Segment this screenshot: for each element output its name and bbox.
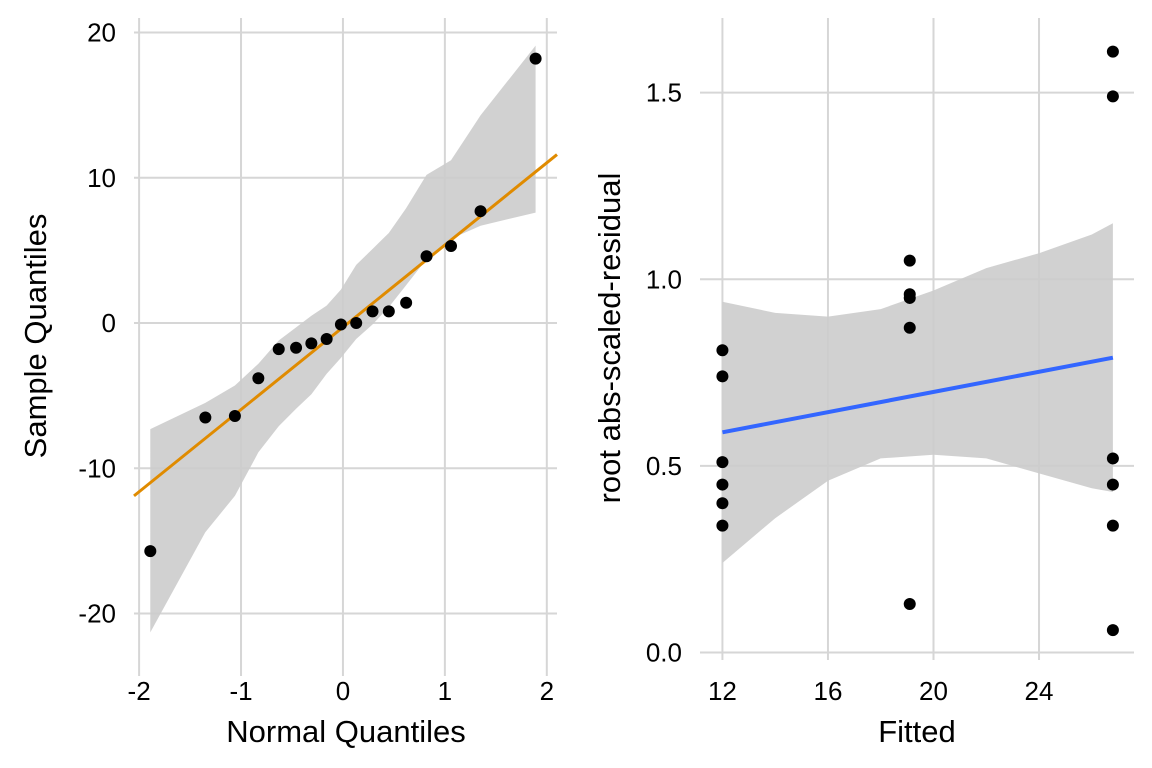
scale-location-point-16	[1106, 624, 1119, 637]
scale-location-x-axis-title: Fitted	[878, 714, 956, 749]
qq-y-axis-title: Sample Quantiles	[18, 214, 53, 459]
qq-x-axis-title: Normal Quantiles	[226, 714, 465, 749]
scale-location-point-0	[716, 344, 729, 357]
qq-y-tick-label-3: 10	[87, 163, 116, 193]
qq-point-2	[228, 409, 241, 422]
scale-location-panel: 12 16 20 24 0.0 0.5 1.0 1.5 Fitted root abs-sc…	[592, 18, 1134, 749]
qq-point-16	[529, 52, 542, 65]
scale-location-y-tick-label-0: 0.0	[646, 638, 682, 668]
scale-location-point-2	[716, 456, 729, 469]
scale-location-x-tick-label-1: 16	[813, 676, 842, 706]
qq-point-5	[290, 341, 303, 354]
scale-location-y-tick-label-2: 1.0	[646, 264, 682, 294]
qq-points	[144, 52, 542, 558]
scale-location-point-14	[1106, 478, 1119, 491]
qq-point-12	[400, 296, 413, 309]
qq-point-15	[474, 205, 487, 218]
qq-point-0	[144, 545, 157, 558]
qq-y-tick-labels: -20 -10 0 10 20	[78, 18, 116, 629]
scale-location-y-tick-label-1: 0.5	[646, 451, 682, 481]
qq-x-tick-label-0: -2	[128, 676, 151, 706]
scale-location-y-tick-labels: 0.0 0.5 1.0 1.5	[646, 78, 682, 668]
qq-x-tick-label-1: -1	[229, 676, 252, 706]
qq-confidence-band	[150, 45, 536, 633]
scale-location-points	[716, 45, 1119, 637]
scale-location-x-tick-label-3: 24	[1025, 676, 1054, 706]
scale-location-point-13	[1106, 452, 1119, 465]
qq-x-tick-label-4: 2	[540, 676, 554, 706]
qq-x-tick-label-2: 0	[336, 676, 350, 706]
qq-point-4	[272, 343, 285, 356]
qq-y-tick-label-4: 20	[87, 18, 116, 48]
qq-point-9	[350, 317, 363, 330]
scale-location-x-tick-label-0: 12	[708, 676, 737, 706]
qq-point-8	[334, 318, 347, 331]
scale-location-point-9	[903, 321, 916, 334]
qq-point-7	[320, 333, 333, 346]
qq-x-tick-labels: -2 -1 0 1 2	[128, 676, 555, 706]
scale-location-smooth-line	[722, 355, 1114, 435]
qq-point-3	[252, 372, 265, 385]
scale-location-point-15	[1106, 519, 1119, 532]
qq-y-tick-label-1: -10	[78, 453, 116, 483]
scale-location-point-10	[903, 598, 916, 611]
qq-y-tick-label-0: -20	[78, 599, 116, 629]
scale-location-x-tick-labels: 12 16 20 24	[708, 676, 1054, 706]
scale-location-y-tick-label-3: 1.5	[646, 78, 682, 108]
qq-plot-grid	[134, 18, 557, 676]
scale-location-point-3	[716, 478, 729, 491]
scale-location-point-1	[716, 370, 729, 383]
scale-location-point-4	[716, 497, 729, 510]
qq-point-10	[366, 305, 379, 318]
scale-location-x-tick-label-2: 20	[919, 676, 948, 706]
scale-location-point-5	[716, 519, 729, 532]
qq-point-1	[199, 411, 212, 424]
scale-location-point-8	[903, 291, 916, 304]
qq-point-13	[420, 250, 433, 263]
scale-location-point-11	[1106, 45, 1119, 58]
qq-y-tick-label-2: 0	[102, 308, 116, 338]
qq-x-tick-label-3: 1	[438, 676, 452, 706]
qq-point-14	[444, 240, 457, 253]
qq-point-11	[382, 305, 395, 318]
scale-location-y-axis-title: root abs-scaled-residual	[592, 173, 627, 504]
qq-point-6	[305, 337, 318, 350]
scale-location-point-6	[903, 254, 916, 267]
scale-location-point-12	[1106, 90, 1119, 103]
